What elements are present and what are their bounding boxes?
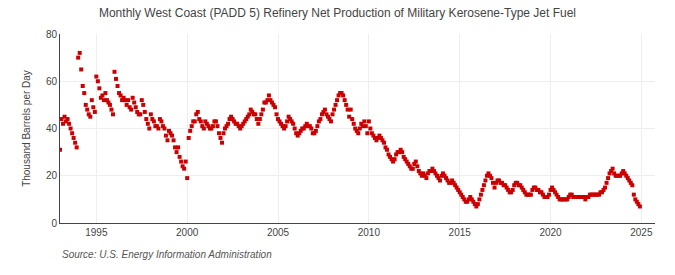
svg-text:2010: 2010 bbox=[358, 227, 381, 238]
svg-text:20: 20 bbox=[46, 170, 58, 181]
svg-text:1995: 1995 bbox=[85, 227, 108, 238]
svg-text:2000: 2000 bbox=[176, 227, 199, 238]
svg-text:2020: 2020 bbox=[539, 227, 562, 238]
svg-text:Thousand Barrels per Day: Thousand Barrels per Day bbox=[21, 70, 32, 187]
svg-text:2015: 2015 bbox=[449, 227, 472, 238]
svg-text:80: 80 bbox=[46, 29, 58, 40]
svg-text:40: 40 bbox=[46, 123, 58, 134]
svg-text:2025: 2025 bbox=[630, 227, 653, 238]
svg-text:2005: 2005 bbox=[267, 227, 290, 238]
svg-text:Monthly West Coast (PADD 5) Re: Monthly West Coast (PADD 5) Refinery Net… bbox=[99, 6, 576, 20]
svg-text:Source: U.S. Energy Informatio: Source: U.S. Energy Information Administ… bbox=[62, 249, 272, 260]
svg-text:0: 0 bbox=[51, 218, 57, 229]
svg-text:60: 60 bbox=[46, 76, 58, 87]
